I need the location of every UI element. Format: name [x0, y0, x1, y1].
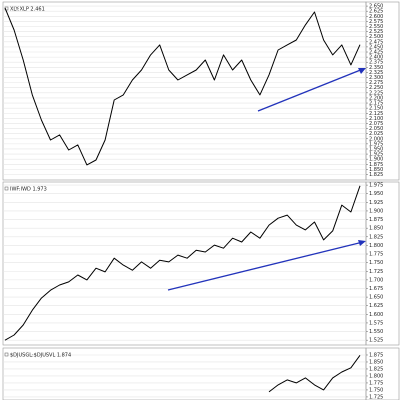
price-line [4, 185, 361, 341]
title-icon [4, 186, 9, 191]
y-tick-label: 1.725 [369, 394, 383, 400]
y-tick-label: 2.100 [369, 116, 383, 122]
y-tick-label: 2.500 [369, 34, 383, 40]
y-tick-label: 1.900 [369, 208, 383, 214]
y-tick-label: 2.550 [369, 24, 383, 30]
y-tick-label: 1.950 [369, 146, 383, 152]
y-tick-label: 1.625 [369, 303, 383, 309]
y-tick-label: 2.600 [369, 14, 383, 20]
y-tick-label: 2.375 [369, 60, 383, 66]
y-tick-label: 1.850 [369, 359, 383, 365]
y-tick-label: 1.700 [369, 277, 383, 283]
y-tick-label: 1.925 [369, 152, 383, 158]
trend-arrow [167, 241, 364, 291]
y-tick-label: 2.275 [369, 80, 383, 86]
y-tick-label: 1.650 [369, 295, 383, 301]
arrow-head [358, 68, 366, 74]
y-tick-label: 2.200 [369, 95, 383, 101]
y-tick-label: 1.900 [369, 157, 383, 163]
y-tick-label: 1.875 [369, 217, 383, 223]
panel-title: $DJUSGL:$DJUSVL 1.874 [10, 353, 71, 359]
y-tick-label: 2.350 [369, 65, 383, 71]
y-tick-label: 1.750 [369, 387, 383, 393]
y-tick-label: 2.625 [369, 9, 383, 15]
y-tick-label: 1.775 [369, 380, 383, 386]
y-tick-label: 1.725 [369, 269, 383, 275]
y-tick-label: 1.675 [369, 286, 383, 292]
y-tick-label: 1.600 [369, 312, 383, 318]
y-tick-label: 2.000 [369, 136, 383, 142]
price-line [268, 355, 361, 393]
price-line [4, 7, 361, 166]
arrow-head [358, 240, 366, 246]
y-tick-label: 2.325 [369, 70, 383, 76]
y-tick-label: 2.250 [369, 85, 383, 91]
y-tick-label: 1.775 [369, 252, 383, 258]
y-tick-label: 1.925 [369, 200, 383, 206]
title-icon [4, 352, 9, 357]
y-tick-label: 1.800 [369, 373, 383, 379]
y-tick-label: 1.850 [369, 167, 383, 173]
y-tick-label: 2.050 [369, 126, 383, 132]
y-tick-label: 1.575 [369, 320, 383, 326]
y-tick-label: 1.950 [369, 191, 383, 197]
axis-frame [365, 181, 400, 346]
y-tick-label: 1.825 [369, 234, 383, 240]
y-tick-label: 2.525 [369, 29, 383, 35]
y-tick-label: 1.825 [369, 366, 383, 372]
y-tick-label: 1.850 [369, 226, 383, 232]
y-tick-label: 2.225 [369, 90, 383, 96]
y-tick-label: 1.875 [369, 162, 383, 168]
y-tick-label: 2.450 [369, 44, 383, 50]
y-tick-label: 2.150 [369, 106, 383, 112]
y-tick-label: 2.125 [369, 111, 383, 117]
panel-title: IWF:IWD 1.973 [10, 187, 47, 193]
panel-title: XLY:XLP 2.461 [10, 7, 45, 13]
y-tick-label: 2.300 [369, 75, 383, 81]
y-tick-label: 2.025 [369, 131, 383, 137]
y-tick-label: 2.475 [369, 39, 383, 45]
y-tick-label: 2.400 [369, 55, 383, 61]
y-tick-label: 1.825 [369, 172, 383, 178]
y-tick-label: 1.525 [369, 338, 383, 344]
y-tick-label: 2.075 [369, 121, 383, 127]
y-tick-label: 1.875 [369, 352, 383, 358]
y-tick-label: 1.975 [369, 141, 383, 147]
y-tick-label: 1.975 [369, 183, 383, 189]
y-tick-label: 2.575 [369, 19, 383, 25]
y-tick-label: 1.800 [369, 243, 383, 249]
axis-frame [365, 347, 400, 400]
y-tick-label: 1.550 [369, 329, 383, 335]
y-tick-label: 2.650 [369, 4, 383, 10]
y-tick-label: 1.750 [369, 260, 383, 266]
axis-frame [365, 1, 400, 181]
trend-arrow [257, 68, 364, 112]
y-tick-label: 2.425 [369, 50, 383, 56]
y-tick-label: 2.175 [369, 101, 383, 107]
